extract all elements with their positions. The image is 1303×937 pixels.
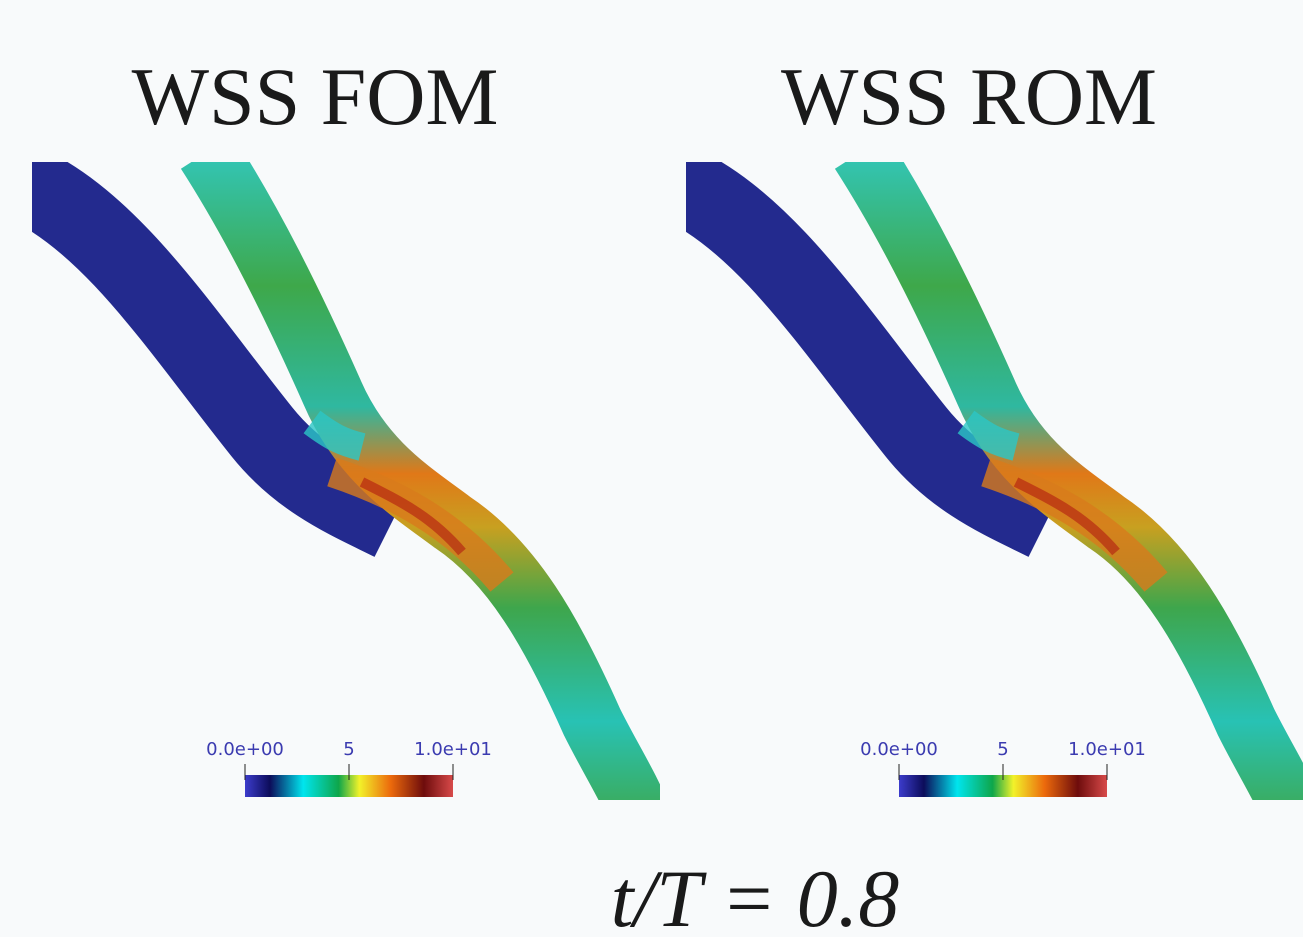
colorbar-tick-label: 1.0e+01	[1068, 739, 1146, 760]
caption: t/T = 0.8	[611, 853, 900, 937]
vessel-render	[676, 152, 1296, 822]
panel: WSS FOM 0.0e+00 5 1.0e+01	[22, 51, 642, 822]
colorbar-tick-label: 1.0e+01	[414, 739, 492, 760]
panel-title: WSS ROM	[781, 51, 1157, 142]
colorbar-tick-label: 0.0e+00	[860, 739, 938, 760]
colorbar-tick-label: 5	[997, 739, 1008, 760]
panel: WSS ROM 0.0e+00 5 1.0e+01	[676, 51, 1296, 822]
figure: WSS FOM 0.0e+00 5 1.0e+01 WSS ROM 0.0e+00 5 1.0…	[0, 0, 1303, 937]
panel-title: WSS FOM	[132, 51, 499, 142]
panels: WSS FOM 0.0e+00 5 1.0e+01 WSS ROM 0.0e+00 5 1.0…	[22, 51, 1296, 822]
colorbar-tick-label: 0.0e+00	[206, 739, 284, 760]
colorbar-tick-label: 5	[343, 739, 354, 760]
vessel-render	[22, 152, 642, 822]
